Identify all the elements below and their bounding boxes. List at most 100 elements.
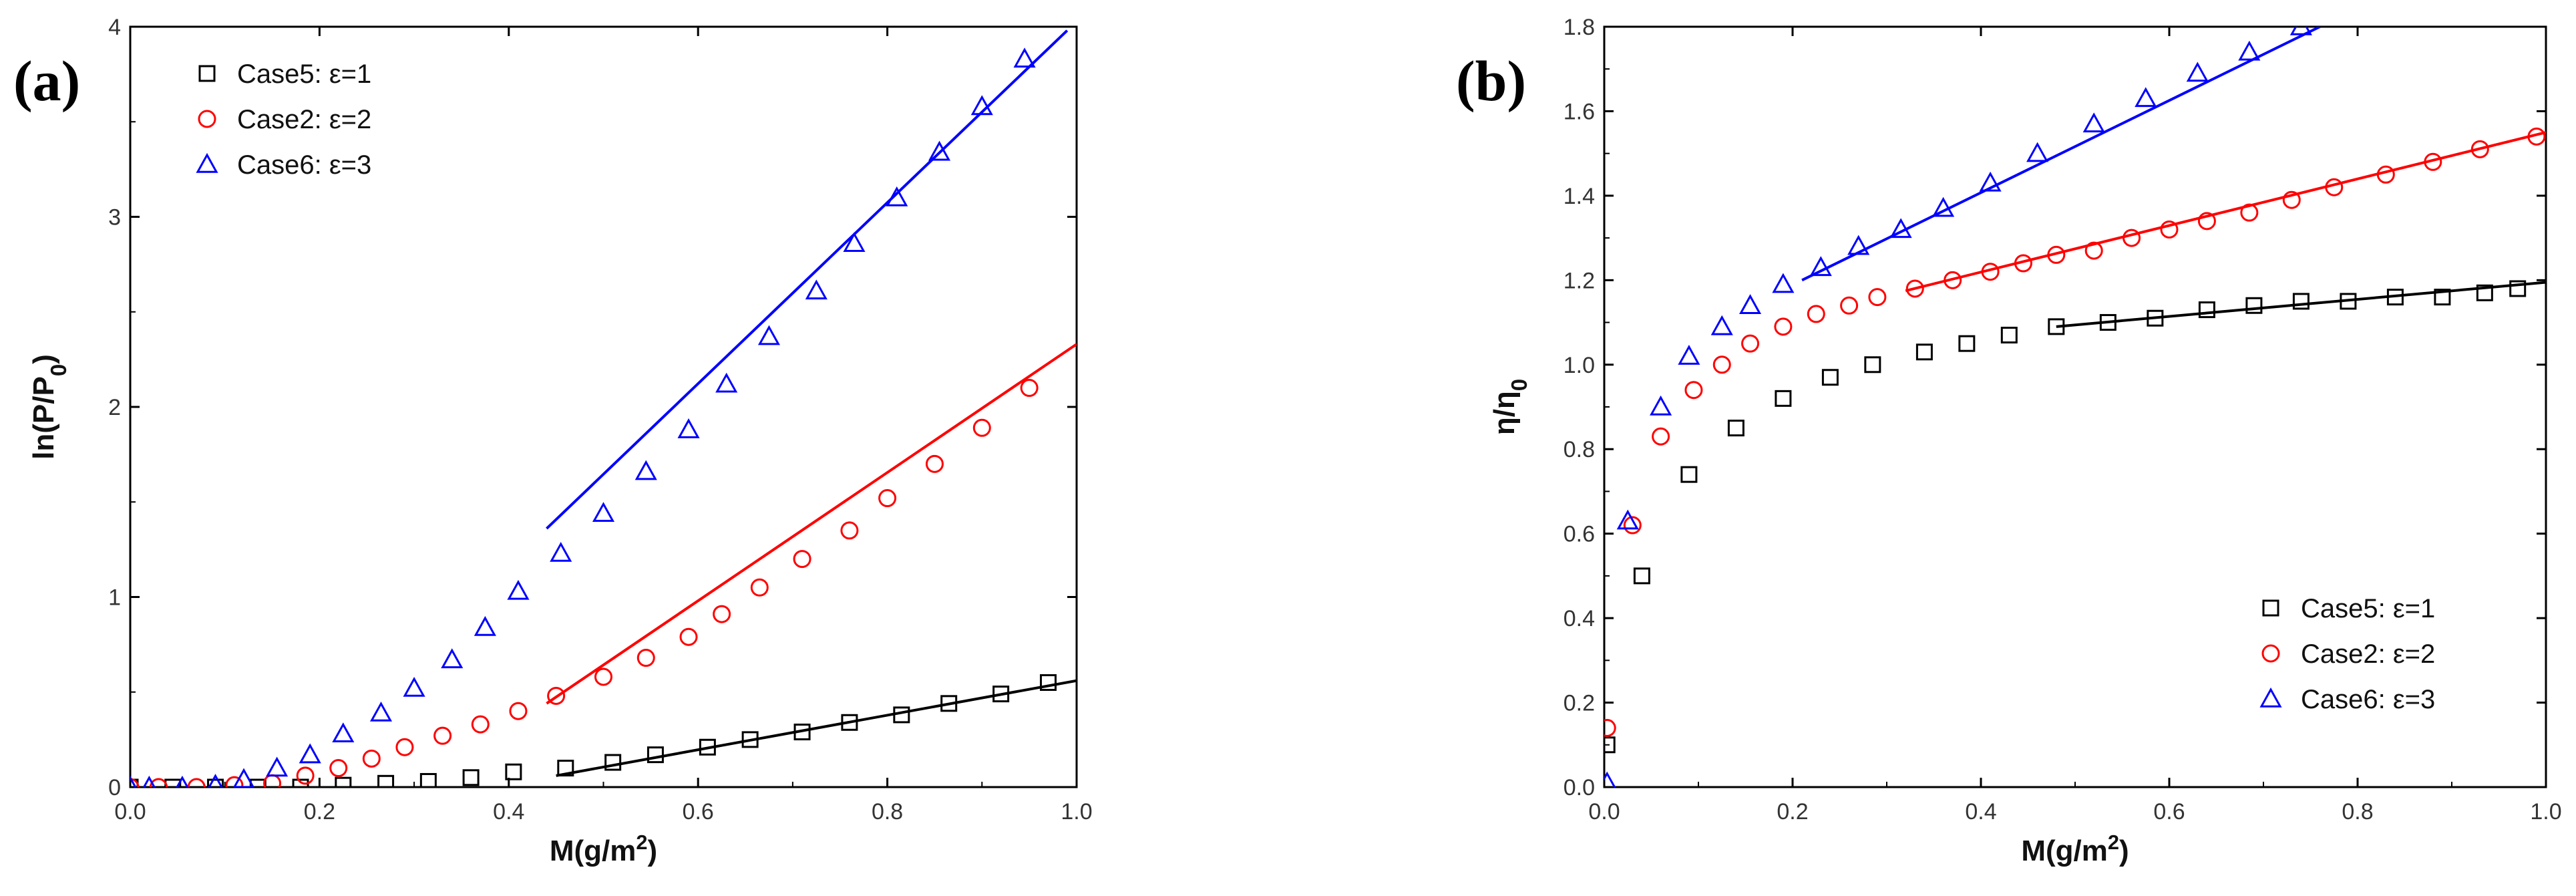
panel-b-point — [1807, 305, 1825, 323]
panel-b-point — [1623, 516, 1642, 535]
panel-b-point — [1710, 315, 1733, 335]
panel-b-fit-line — [2056, 281, 2546, 328]
panel-a-point — [594, 667, 612, 686]
panel-a-point — [1013, 47, 1036, 68]
panel-b-point — [2282, 190, 2301, 209]
panel-a-point — [474, 615, 496, 636]
panel-b-point — [2527, 127, 2546, 146]
panel-b-ytick-label: 0.8 — [1563, 437, 1595, 462]
panel-a-ytick-label: 0 — [108, 775, 121, 800]
panel-b-point — [1616, 509, 1639, 530]
panel-a-series-2 — [130, 29, 1069, 787]
panel-a-point — [972, 418, 991, 437]
panel-b-point — [2082, 112, 2105, 133]
panel-a-point — [299, 743, 321, 764]
panel-a-legend-marker — [198, 65, 216, 82]
panel-a-xtick-label: 0.2 — [304, 799, 335, 825]
panel-b: 0.0 0.2 0.4 0.6 0.8 1.0 0.0 0.2 0.4 0.6 0.8 1.0 1.2 1… — [1456, 15, 2562, 867]
panel-a-point — [233, 768, 254, 787]
panel-a-legend-label: Case6: ε=3 — [237, 150, 371, 180]
panel-b-xlabel: M(g/m2) — [2021, 831, 2129, 868]
panel-b-point — [2476, 284, 2493, 301]
panel-a-point — [741, 731, 759, 748]
panel-a-xlabel: M(g/m2) — [550, 831, 657, 868]
panel-a-point — [249, 778, 266, 787]
panel-b-point — [2147, 309, 2164, 327]
panel-b-point — [2289, 27, 2312, 35]
panel-b-point — [1981, 263, 2000, 281]
panel-a-point — [793, 550, 811, 569]
panel-a-point — [208, 774, 223, 787]
panel-b-point — [2245, 297, 2263, 314]
panel-b-legend: Case5: ε=1 Case2: ε=2 Case6: ε=3 — [2259, 594, 2435, 714]
panel-a-point — [679, 627, 698, 646]
panel-a-point — [419, 772, 437, 787]
panel-b-point — [2099, 314, 2117, 331]
panel-b-point — [1650, 395, 1672, 416]
panel-a-point — [377, 774, 395, 787]
panel-a-point — [893, 706, 910, 724]
panel-a-point — [550, 541, 572, 562]
panel-a-point — [509, 702, 528, 720]
panel-a-point — [878, 489, 897, 508]
panel-b-point — [1604, 736, 1616, 754]
panel-a-point — [296, 766, 315, 785]
panel-a-point — [462, 769, 480, 786]
panel-a-point — [940, 695, 958, 712]
panel-b-point — [1684, 381, 1703, 400]
panel-b-legend-marker — [2262, 599, 2279, 617]
panel-b-point — [2197, 212, 2216, 231]
panel-b-point — [2048, 318, 2065, 335]
panel-b-point — [2434, 289, 2451, 306]
panel-a-point — [142, 775, 156, 787]
panel-a-point — [403, 676, 425, 697]
panel-b-point — [1847, 235, 1870, 255]
panel-b-fit-line — [1801, 27, 2321, 282]
panel-a-point — [329, 759, 348, 778]
panel-a-point — [207, 778, 224, 787]
panel-a-point — [150, 778, 168, 787]
panel-b-point — [2509, 280, 2527, 297]
panel-b-ylabel: η/η0 — [1488, 379, 1531, 435]
panel-b-xtick-label: 0.8 — [2342, 799, 2373, 825]
panel-b-point — [1944, 271, 1962, 289]
panel-a-point — [750, 578, 769, 597]
panel-b-point — [1958, 335, 1976, 352]
panel-b-point — [2238, 40, 2261, 61]
panel-b-series-2 — [1604, 27, 2321, 787]
panel-b-point — [1979, 171, 2002, 192]
panel-a-ylabel: ln(P/P0) — [27, 354, 71, 460]
panel-b-point — [1727, 420, 1744, 437]
panel-b-legend-marker — [2259, 687, 2282, 708]
panel-a-point — [757, 325, 781, 345]
panel-b-ytick-label: 1.8 — [1563, 15, 1595, 40]
panel-b-ytick-label: 1.2 — [1563, 268, 1595, 293]
panel-b-point — [2386, 289, 2404, 306]
panel-a-point — [547, 686, 566, 705]
panel-a-point — [507, 579, 530, 600]
panel-a-point — [225, 776, 244, 787]
panel-a-plot-area — [130, 29, 1077, 787]
panel-a-point — [433, 726, 452, 745]
panel-a-point — [471, 715, 490, 734]
panel-b-point — [1604, 718, 1616, 737]
panel-b-xtick-label: 1.0 — [2530, 799, 2561, 825]
panel-b-series-0 — [1604, 280, 2546, 754]
panel-b-ytick-label: 0.6 — [1563, 522, 1595, 547]
panel-a-point — [928, 140, 951, 161]
panel-a-point — [925, 454, 944, 473]
panel-b-point — [2084, 241, 2103, 260]
panel-a-point — [395, 738, 414, 756]
panel-a-point — [970, 95, 993, 116]
panel-a-point — [699, 738, 716, 756]
panel-a-fit-line — [546, 29, 1069, 530]
panel-a-point — [369, 701, 393, 722]
panel-b-point — [1905, 279, 1924, 298]
panel-a-point — [1020, 379, 1039, 398]
panel-b-point — [2186, 61, 2209, 82]
panel-b-ytick-label: 0.0 — [1563, 775, 1595, 800]
panel-b-legend-label: Case2: ε=2 — [2301, 639, 2435, 669]
panel-a: 0.0 0.2 0.4 0.6 0.8 1.0 0 1 2 3 4 M(g/m2) ln(P/P0) (a… — [13, 15, 1093, 867]
panel-a-point — [292, 778, 309, 787]
